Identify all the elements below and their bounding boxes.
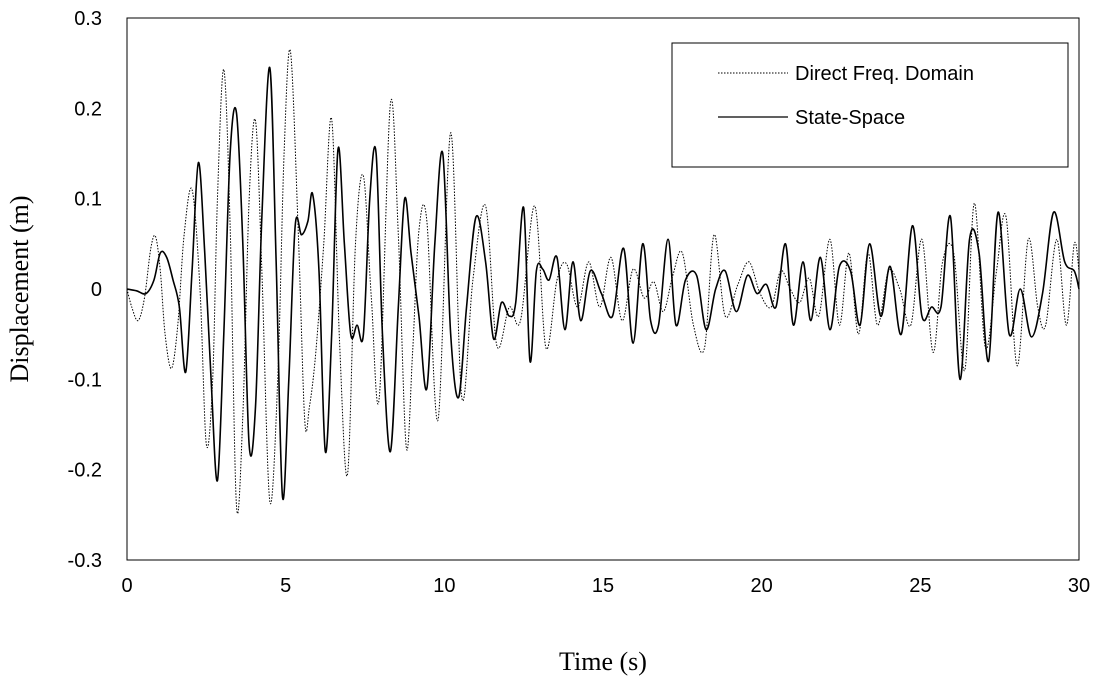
- y-tick-label: 0.2: [74, 98, 102, 120]
- x-tick-label: 10: [433, 575, 455, 597]
- x-tick-label: 20: [751, 575, 773, 597]
- legend: Direct Freq. Domain State-Space: [671, 42, 1069, 168]
- series-layer: [126, 49, 1080, 515]
- x-tick-label: 15: [592, 575, 614, 597]
- x-tick-label: 30: [1068, 575, 1090, 597]
- y-tick-label: 0.1: [74, 189, 102, 211]
- x-tick-label: 0: [121, 575, 132, 597]
- x-axis-tick-labels: 0 5 10 15 20 25 30: [121, 575, 1090, 597]
- series-line-direct-freq-domain: [126, 49, 1080, 515]
- y-tick-label: 0.3: [74, 8, 102, 30]
- y-tick-label: -0.2: [68, 460, 102, 482]
- series-line-state-space: [126, 66, 1080, 501]
- y-axis-tick-labels: -0.3 -0.2 -0.1 0 0.1 0.2 0.3: [68, 8, 102, 572]
- x-axis-title: Time (s): [559, 647, 647, 676]
- x-tick-label: 5: [280, 575, 291, 597]
- y-axis-title: Displacement (m): [5, 196, 34, 383]
- y-tick-label: -0.3: [68, 550, 102, 572]
- y-tick-label: 0: [91, 279, 102, 301]
- legend-label-direct-freq-domain: Direct Freq. Domain: [795, 63, 974, 85]
- y-tick-label: -0.1: [68, 369, 102, 391]
- x-tick-label: 25: [909, 575, 931, 597]
- legend-label-state-space: State-Space: [795, 107, 905, 129]
- legend-box: [671, 42, 1069, 168]
